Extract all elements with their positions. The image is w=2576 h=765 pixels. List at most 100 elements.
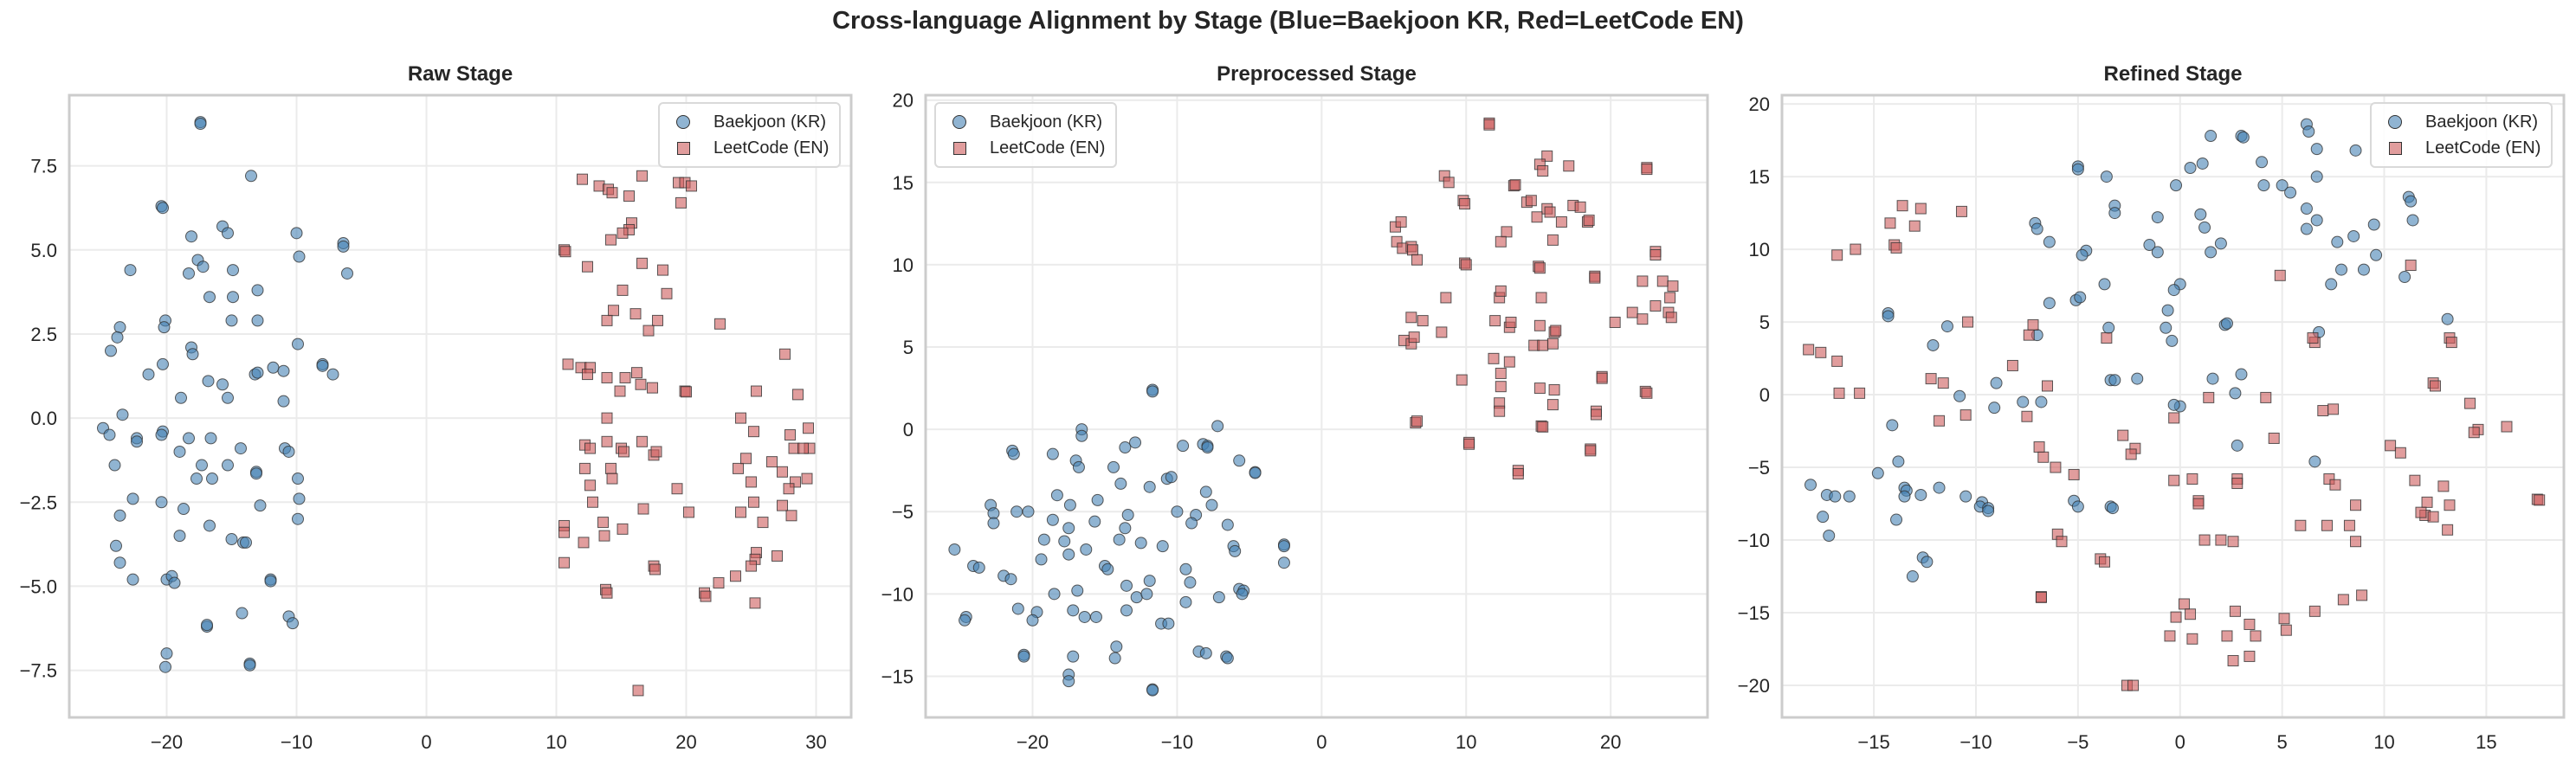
y-tick-label: 20 [893,90,914,112]
data-point [222,227,234,240]
data-point [959,614,972,627]
legend-refined: Baekjoon (KR) LeetCode (EN) [2370,102,2553,168]
data-point [587,496,598,508]
data-point [614,385,626,397]
data-point [784,429,796,441]
data-point [647,382,658,394]
data-point [1637,313,1649,325]
y-tick-label: 20 [1749,93,1770,115]
data-point [1129,436,1142,449]
data-point [2349,144,2362,157]
y-tick-label: −10 [881,583,914,605]
axes-frame [1780,93,2566,719]
data-point [2302,125,2315,138]
data-point [113,509,126,522]
data-point [1140,588,1153,601]
data-point [577,173,588,185]
data-point [661,287,673,299]
data-point [1114,477,1127,490]
data-point [1408,331,1420,344]
data-point [1010,505,1023,518]
data-point [2405,195,2418,208]
y-tick-label: 10 [1749,239,1770,260]
data-point [2441,312,2454,325]
data-point [749,597,761,609]
panel-title-raw: Raw Stage [407,62,513,86]
data-point [1046,513,1059,526]
data-point [681,386,692,398]
data-point [2308,605,2321,617]
data-point [2464,397,2476,409]
data-point [1933,481,1946,494]
data-point [785,510,797,522]
data-point [251,284,264,297]
data-point [1037,533,1050,546]
data-point [1817,511,1830,524]
data-point [1495,381,1507,393]
data-point [2229,605,2241,617]
data-point [216,378,229,391]
data-point [203,291,216,304]
data-point [1058,535,1071,548]
data-point [235,442,247,455]
data-point [2074,291,2087,304]
data-point [2237,131,2250,144]
data-point [779,348,791,360]
data-point [1113,533,1126,546]
data-point [1667,280,1679,292]
plot-area [69,95,851,717]
data-point [2350,536,2362,548]
data-point [1071,584,1084,597]
data-point [1489,315,1501,327]
y-tick-label: 5 [903,337,914,358]
legend-preprocessed: Baekjoon (KR) LeetCode (EN) [934,102,1118,168]
data-point [1934,415,1946,427]
data-point [1233,454,1246,467]
data-point [683,506,694,518]
data-point [2370,248,2383,261]
data-point [2184,161,2197,174]
data-point [617,227,629,239]
data-point [1555,215,1567,228]
data-point [2231,478,2244,490]
data-point [1156,540,1169,553]
x-tick-label: 5 [2277,731,2288,753]
y-tick-label: −15 [881,665,914,687]
data-point [157,202,169,215]
data-point [1533,319,1546,331]
data-point [2284,186,2297,199]
data-point [2257,179,2270,192]
data-point [1179,595,1192,608]
data-point [597,517,609,529]
data-point [1405,312,1417,324]
data-point [2415,506,2427,518]
y-tick-label: −2.5 [20,492,57,513]
data-point [267,361,280,374]
data-point [1882,310,1895,323]
data-point [2347,229,2360,242]
x-tick-label: 20 [675,731,696,753]
data-point [1119,441,1132,454]
data-point [1574,201,1586,213]
data-point [2194,208,2207,221]
data-point [1512,467,1524,479]
square-marker-icon [676,141,690,155]
legend-label-en: LeetCode (EN) [2425,138,2541,158]
data-point [751,385,762,397]
panel-title-refined: Refined Stage [2103,62,2243,86]
data-point [227,264,239,277]
data-point [1236,588,1249,601]
data-point [1146,684,1159,697]
data-point [2268,432,2280,444]
data-point [2178,598,2190,610]
data-point [1650,249,1662,261]
data-point [1495,367,1507,379]
data-point [629,308,642,320]
data-point [2215,534,2227,546]
data-point [2106,502,2119,515]
data-point [642,325,655,337]
data-point [2168,412,2180,424]
data-point [1990,376,2003,389]
data-point [2027,318,2039,331]
data-point [1831,355,1843,367]
